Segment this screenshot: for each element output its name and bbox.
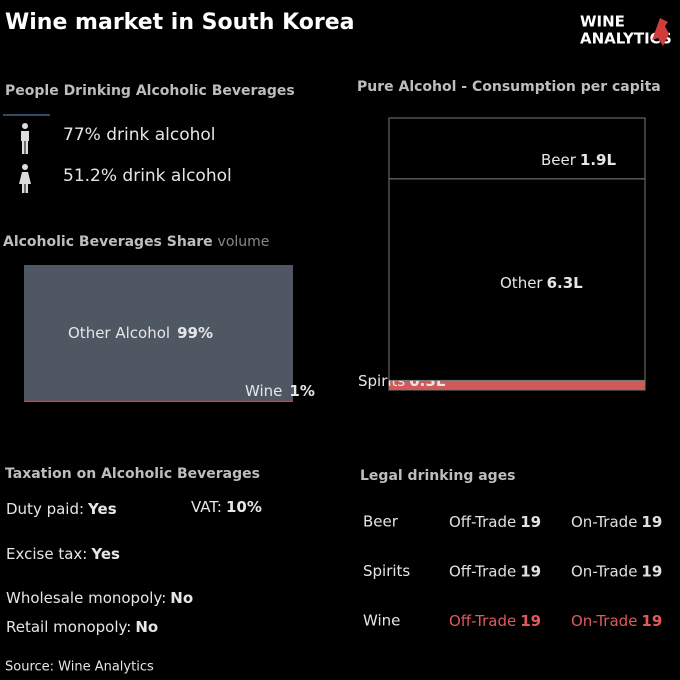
age-category: Wine: [363, 612, 400, 630]
subtitle: volume: [218, 234, 270, 250]
label: Other Alcohol 99%: [68, 324, 213, 342]
drinker-stat: 51.2% drink alcohol: [63, 166, 232, 186]
label-value: 10%: [226, 498, 262, 516]
label-name: Wholesale monopoly:: [6, 589, 166, 607]
male-icon: [21, 123, 29, 154]
logo: ANALYTICS: [580, 30, 672, 48]
label: Wine 1%: [245, 382, 315, 400]
label-value: 19: [641, 562, 662, 580]
chart-title: Alcoholic Beverages Share: [3, 234, 213, 250]
area-band: [388, 178, 646, 381]
label-value: 19: [520, 513, 541, 531]
section-title: Pure Alcohol - Consumption per capita: [357, 79, 661, 95]
label-value: No: [170, 589, 193, 607]
logo: WINE: [580, 13, 625, 31]
label: Off-Trade 19: [449, 612, 541, 630]
treemap-cell: [24, 265, 293, 401]
label-value: 99%: [177, 324, 213, 342]
section-title: Legal drinking ages: [360, 468, 516, 484]
logo-icon: [652, 18, 669, 46]
label: Duty paid: Yes: [6, 500, 117, 518]
label-name: On-Trade: [571, 612, 637, 630]
label-name: Retail monopoly:: [6, 618, 131, 636]
label-name: VAT:: [191, 498, 222, 516]
label-name: Off-Trade: [449, 562, 516, 580]
age-category: Spirits: [363, 562, 410, 580]
label-value: 19: [641, 612, 662, 630]
label-value: Yes: [90, 545, 120, 563]
label: Beer 1.9L: [541, 151, 616, 169]
label: On-Trade 19: [571, 612, 662, 630]
label: Off-Trade 19: [449, 562, 541, 580]
section-title: People Drinking Alcoholic Beverages: [5, 83, 295, 99]
label-name: Beer: [541, 151, 577, 169]
label-value: Yes: [87, 500, 117, 518]
label-name: Other Alcohol: [68, 324, 170, 342]
label: On-Trade 19: [571, 513, 662, 531]
label: Wholesale monopoly: No: [6, 589, 193, 607]
label-value: 1%: [289, 382, 314, 400]
label-name: Wine: [245, 382, 282, 400]
label-name: Duty paid:: [6, 500, 84, 518]
area-band: [388, 117, 646, 180]
label-value: 19: [641, 513, 662, 531]
label-value: 19: [520, 562, 541, 580]
section-title: Alcoholic Beverages Share volume: [3, 234, 269, 250]
label: VAT: 10%: [191, 498, 262, 516]
label-name: On-Trade: [571, 562, 637, 580]
label-value: 1.9L: [580, 151, 617, 169]
drinker-stat: 77% drink alcohol: [63, 125, 216, 145]
title: Wine market in South Korea: [5, 10, 355, 35]
label-name: Excise tax:: [6, 545, 87, 563]
label: Excise tax: Yes: [6, 545, 120, 563]
treemap-cell: [24, 400, 293, 402]
label-name: Off-Trade: [449, 513, 516, 531]
source: Source: Wine Analytics: [5, 660, 154, 675]
age-category: Beer: [363, 513, 399, 531]
label: Other 6.3L: [500, 274, 583, 292]
label-value: 6.3L: [547, 274, 584, 292]
label-value: No: [135, 618, 158, 636]
label-name: On-Trade: [571, 513, 637, 531]
section-title: Taxation on Alcoholic Beverages: [5, 466, 260, 482]
label: On-Trade 19: [571, 562, 662, 580]
label: Retail monopoly: No: [6, 618, 158, 636]
label-name: Other: [500, 274, 543, 292]
label-value: 19: [520, 612, 541, 630]
female-icon: [19, 164, 31, 193]
label: Off-Trade 19: [449, 513, 541, 531]
label-name: Off-Trade: [449, 612, 516, 630]
